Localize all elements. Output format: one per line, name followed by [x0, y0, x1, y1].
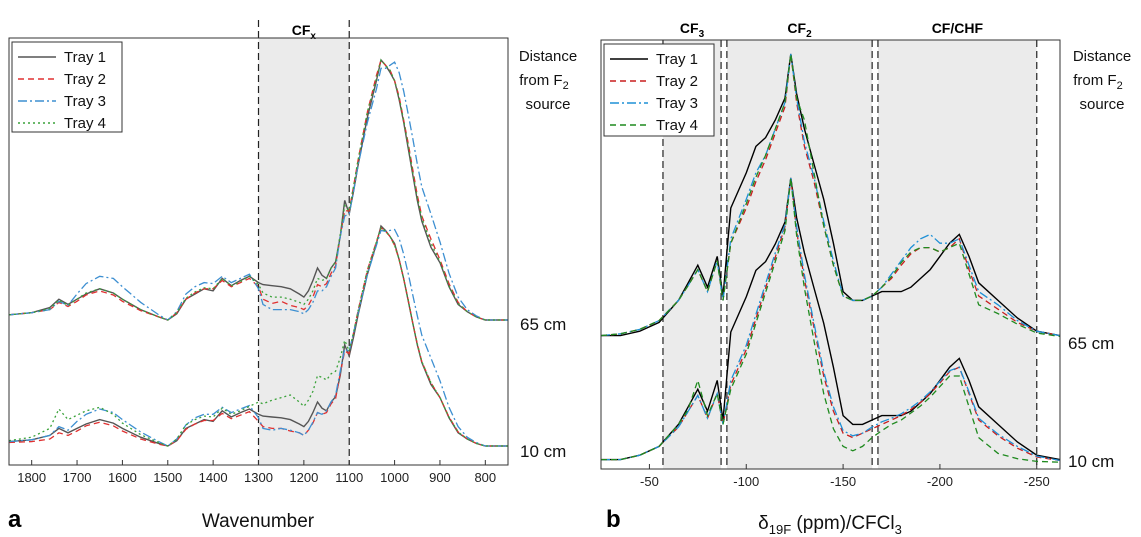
a-legend-label-1: Tray 1 [64, 49, 106, 66]
a-trace-label-65: 65 cm [520, 315, 566, 334]
a-tick-label-7: 1100 [335, 470, 363, 485]
b-region-layer: CF3 CF2 CF/CHF [662, 20, 1038, 469]
a-region-layer: CFx [257, 20, 350, 465]
b-region-2-label: CF/CHF [932, 20, 984, 36]
a-trace-label-10: 10 cm [520, 442, 566, 461]
a-series-65cm-tray2 [8, 58, 508, 321]
b-trace-label-65: 65 cm [1068, 334, 1114, 353]
panel-letter-a: a [8, 506, 22, 533]
b-series-10cm-tray3 [601, 177, 1061, 462]
distance-line-2: from F2 [519, 72, 568, 92]
distance-line-1: Distance [519, 48, 577, 65]
a-x-axis-label: Wavenumber [202, 511, 315, 532]
a-tick-label-10: 800 [474, 470, 496, 485]
b-tick-label-4: -250 [1024, 474, 1050, 489]
a-legend: Tray 1 Tray 2 Tray 3 Tray 4 [11, 41, 123, 133]
a-series-10cm-tray3 [8, 228, 508, 447]
distance-label: Distance from F2 source [519, 48, 577, 113]
a-tick-label-0: 1800 [17, 470, 46, 485]
distance-right-line-3: source [1079, 96, 1124, 113]
a-tick-label-8: 1000 [380, 470, 409, 485]
panel-a: CFx 1800 1700 1600 1500 1400 1300 1200 1100 1000… [8, 20, 509, 533]
b-region-1-label: CF2 [787, 20, 812, 40]
b-series-10cm-tray4 [601, 177, 1061, 463]
b-trace-label-10: 10 cm [1068, 452, 1114, 471]
b-x-axis-label: δ19F (ppm)/CFCl3 [758, 513, 902, 537]
a-tick-label-1: 1700 [63, 470, 92, 485]
b-plot-frame [600, 39, 1061, 470]
b-series-layer [600, 53, 1061, 463]
a-series-65cm-tray4 [8, 58, 508, 321]
b-legend-label-1: Tray 1 [656, 51, 698, 68]
b-tick-label-2: -150 [830, 474, 856, 489]
panel-letter-b: b [606, 506, 621, 533]
a-region-0-label: CFx [292, 22, 317, 42]
a-tick-label-4: 1400 [199, 470, 228, 485]
a-tick-label-6: 1200 [289, 470, 318, 485]
a-x-axis: 1800 1700 1600 1500 1400 1300 1200 1100 1000 900 8… [17, 460, 496, 485]
b-tick-label-1: -100 [733, 474, 759, 489]
b-x-axis: -50 -100 -150 -200 -250 [640, 464, 1050, 489]
a-series-layer [8, 58, 508, 447]
a-region-0 [258, 38, 350, 465]
b-legend: Tray 1 Tray 2 Tray 3 Tray 4 [603, 43, 715, 137]
distance-right-line-1: Distance [1073, 48, 1131, 65]
a-tick-label-9: 900 [429, 470, 451, 485]
a-tick-label-3: 1500 [153, 470, 182, 485]
b-series-65cm-tray1 [601, 53, 1061, 337]
panel-b: CF3 CF2 CF/CHF -50 -100 -150 -200 -250 Tray 1T… [600, 20, 1061, 537]
a-series-65cm-tray3 [8, 61, 508, 321]
distance-line-3: source [525, 96, 570, 113]
a-legend-label-3: Tray 3 [64, 93, 106, 110]
b-region-2 [877, 40, 1037, 469]
b-tick-label-0: -50 [640, 474, 659, 489]
b-region-0-label: CF3 [680, 20, 705, 40]
b-tick-label-3: -200 [927, 474, 953, 489]
b-legend-label-2: Tray 2 [656, 73, 698, 90]
b-series-65cm-tray4 [600, 53, 1061, 338]
a-legend-label-4: Tray 4 [64, 115, 106, 132]
a-tick-label-5: 1300 [244, 470, 273, 485]
a-series-10cm-tray4 [8, 226, 508, 447]
distance-right-line-2: from F2 [1073, 72, 1122, 92]
a-legend-label-2: Tray 2 [64, 71, 106, 88]
b-legend-label-3: Tray 3 [656, 95, 698, 112]
a-tick-label-2: 1600 [108, 470, 137, 485]
b-legend-label-4: Tray 4 [656, 117, 698, 134]
distance-label-right: Distance from F2 source [1073, 48, 1131, 113]
